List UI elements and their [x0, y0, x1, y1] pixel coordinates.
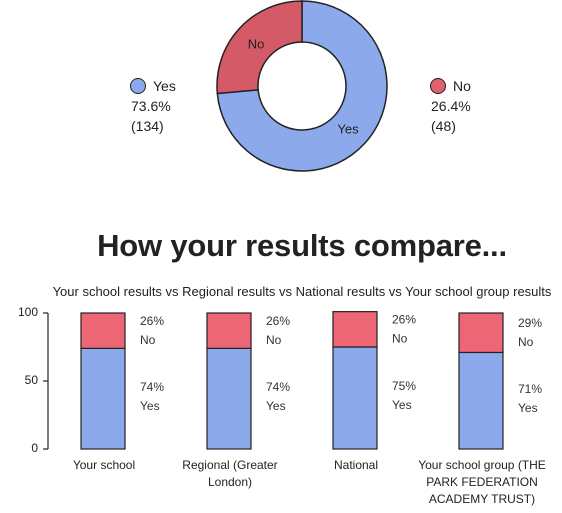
bar-yes: [80, 347, 126, 450]
donut-slice-label-no: No: [248, 36, 265, 51]
bar-yes: [332, 346, 378, 450]
data-label-no-name: No: [392, 331, 408, 345]
data-label-yes-percent: 71%: [518, 382, 542, 396]
bar-no: [458, 312, 504, 354]
x-tick-label: Your school group (THE: [418, 458, 546, 472]
data-label-no-percent: 26%: [392, 312, 416, 326]
legend-yes-percent: 73.6%: [131, 98, 171, 114]
x-tick-label: National: [334, 458, 378, 472]
legend-no-percent: 26.4%: [431, 98, 471, 114]
donut-slice-label-yes: Yes: [337, 121, 359, 136]
x-tick-label: Regional (Greater: [182, 458, 277, 472]
data-label-yes-name: Yes: [392, 398, 412, 412]
data-label-no-name: No: [140, 333, 156, 347]
x-tick-label: London): [208, 475, 252, 489]
bar-no: [332, 311, 378, 348]
data-label-no-percent: 26%: [266, 314, 290, 328]
compare-title: How your results compare...: [97, 228, 507, 263]
bar-yes: [206, 347, 252, 450]
data-label-no-name: No: [266, 333, 282, 347]
legend-yes-swatch: [130, 78, 146, 94]
x-tick-label: ACADEMY TRUST): [429, 492, 535, 506]
legend-no-label: No: [453, 78, 471, 94]
data-label-no-name: No: [518, 335, 534, 349]
compare-subtitle: Your school results vs Regional results …: [52, 284, 552, 299]
legend-yes-count: (134): [131, 118, 164, 134]
legend-no-count: (48): [431, 118, 456, 134]
bar-yes: [458, 351, 504, 450]
y-tick-label: 50: [25, 373, 39, 387]
legend-no: No 26.4% (48): [430, 76, 471, 136]
donut-chart: Yes No: [216, 0, 388, 172]
donut-slice-no: [216, 0, 303, 95]
data-label-no-percent: 29%: [518, 316, 542, 330]
data-label-yes-percent: 74%: [266, 380, 290, 394]
data-label-no-percent: 26%: [140, 314, 164, 328]
data-label-yes-name: Yes: [518, 401, 538, 415]
legend-no-swatch: [430, 78, 446, 94]
donut-slice-yes: [216, 0, 388, 172]
y-tick-label: 0: [31, 441, 38, 455]
legend-yes: Yes 73.6% (134): [130, 76, 176, 136]
y-tick-label: 100: [18, 305, 38, 319]
data-label-yes-percent: 74%: [140, 380, 164, 394]
data-label-yes-name: Yes: [266, 399, 286, 413]
data-label-yes-percent: 75%: [392, 379, 416, 393]
x-tick-label: PARK FEDERATION: [426, 475, 538, 489]
bar-no: [206, 312, 252, 349]
legend-yes-label: Yes: [153, 78, 176, 94]
data-label-yes-name: Yes: [140, 399, 160, 413]
bar-no: [80, 312, 126, 349]
x-tick-label: Your school: [73, 458, 135, 472]
